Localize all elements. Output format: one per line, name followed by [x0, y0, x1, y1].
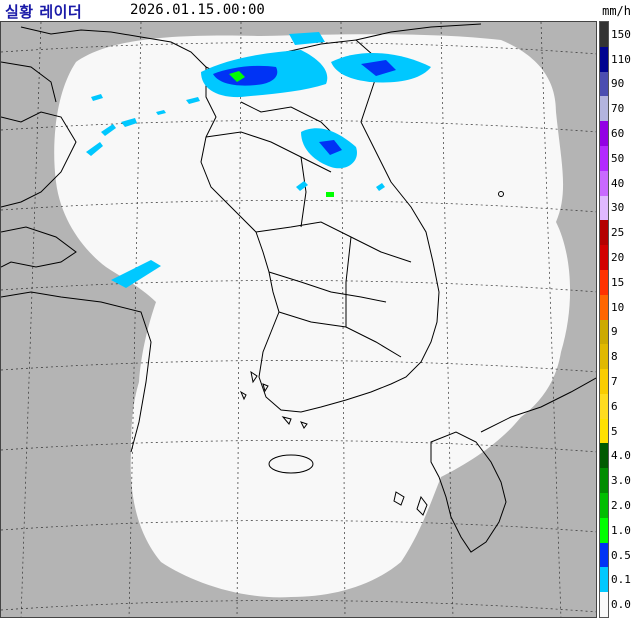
precipitation-echoes: [86, 32, 431, 288]
legend-swatch: [600, 145, 608, 172]
legend-swatch: [600, 46, 608, 73]
legend-swatch: [600, 443, 608, 469]
legend-swatch: [600, 96, 608, 122]
legend-swatch: [600, 468, 608, 494]
legend-tick-label: 4.0: [611, 449, 631, 463]
legend-tick-label: 60: [611, 127, 625, 141]
precipitation-legend: 150 110 90 70 60 50 40 30 25 20 15 10 9 8 7 6 5 4.0 3.0 2.0…: [599, 21, 635, 618]
legend-swatch: [600, 493, 608, 519]
legend-tick-label: 3.0: [611, 474, 631, 488]
legend-swatch: [600, 517, 608, 544]
legend-swatch: [600, 245, 608, 271]
legend-tick-label: 70: [611, 102, 625, 116]
legend-tick-label: 8: [611, 350, 618, 364]
legend-swatch: [600, 22, 608, 48]
legend-swatch: [600, 567, 608, 593]
product-title: 실황 레이더: [5, 3, 83, 21]
legend-swatch: [600, 344, 608, 370]
radar-coverage-area: [54, 34, 571, 598]
legend-tick-label: 90: [611, 77, 625, 91]
radar-map[interactable]: [0, 21, 597, 618]
legend-swatch: [600, 542, 608, 568]
legend-tick-label: 0.5: [611, 548, 631, 562]
legend-tick-label: 110: [611, 52, 631, 66]
legend-swatch: [600, 220, 608, 246]
legend-tick-label: 25: [611, 226, 625, 240]
observation-timestamp: 2026.01.15.00:00: [130, 2, 265, 18]
legend-swatch: [600, 294, 608, 320]
legend-tick-label: 20: [611, 251, 625, 265]
legend-tick-label: 0.0: [611, 598, 631, 612]
legend-tick-label: 5: [611, 424, 618, 438]
legend-swatch: [600, 195, 608, 221]
legend-swatch: [600, 170, 608, 197]
legend-tick-label: 2.0: [611, 498, 631, 512]
legend-swatch: [600, 71, 608, 97]
legend-swatch: [600, 121, 608, 147]
legend-tick-label: 6: [611, 399, 618, 413]
legend-tick-label: 50: [611, 151, 625, 165]
header-bar: 실황 레이더 2026.01.15.00:00 mm/h: [0, 0, 635, 21]
legend-tick-label: 0.1: [611, 573, 631, 587]
radar-map-canvas: [1, 22, 596, 617]
legend-tick-label: 150: [611, 27, 631, 41]
legend-swatch: [600, 393, 608, 420]
legend-swatch: [600, 269, 608, 296]
legend-tick-label: 40: [611, 176, 625, 190]
unit-label: mm/h: [602, 4, 631, 18]
legend-swatch: [600, 418, 608, 444]
legend-color-bar: [599, 21, 609, 618]
legend-tick-label: 1.0: [611, 523, 631, 537]
legend-swatch: [600, 592, 608, 618]
legend-tick-label: 15: [611, 275, 625, 289]
legend-swatch: [600, 369, 608, 395]
legend-tick-label: 10: [611, 300, 625, 314]
legend-swatch: [600, 319, 608, 345]
legend-tick-label: 7: [611, 374, 618, 388]
legend-tick-label: 30: [611, 201, 625, 215]
coastline: [1, 23, 596, 553]
legend-tick-label: 9: [611, 325, 618, 339]
